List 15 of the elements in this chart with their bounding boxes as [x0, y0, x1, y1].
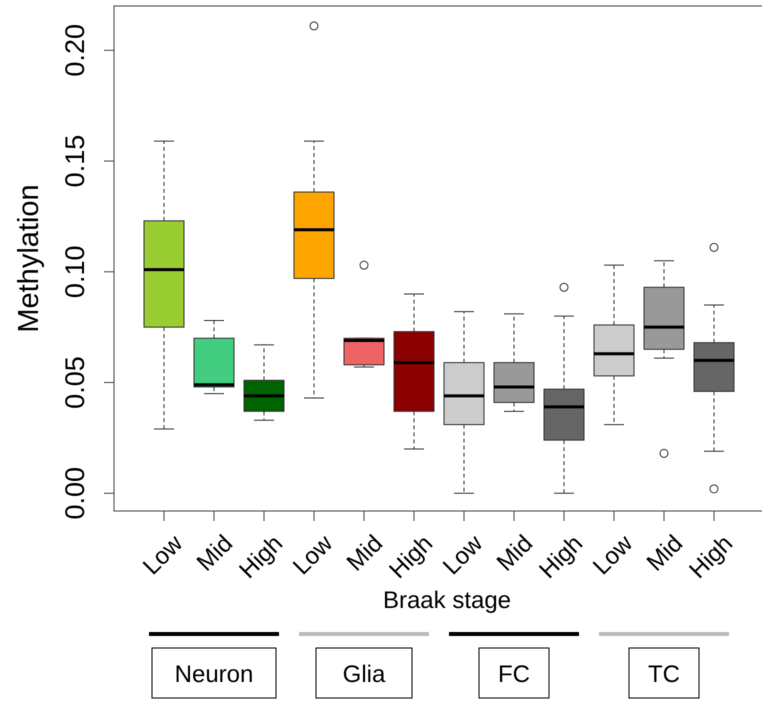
- x-axis-title: Braak stage: [382, 587, 512, 614]
- y-tick-label: 0.10: [60, 246, 90, 298]
- x-tick-label: Low: [438, 530, 489, 580]
- y-tick-label: 0.00: [60, 467, 90, 520]
- text: TC: [648, 661, 680, 688]
- x-tick-label: Low: [288, 530, 339, 580]
- y-tick-label: 0.15: [60, 134, 90, 188]
- text: Neuron: [174, 661, 254, 688]
- text: FC: [498, 661, 530, 688]
- text: Glia: [342, 661, 386, 688]
- y-axis-title: Methylation: [13, 184, 45, 333]
- y-tick-label: 0.20: [60, 24, 90, 77]
- x-tick-label: Low: [588, 530, 639, 580]
- x-tick-label: Low: [138, 530, 189, 580]
- y-tick-label: 0.05: [60, 356, 90, 409]
